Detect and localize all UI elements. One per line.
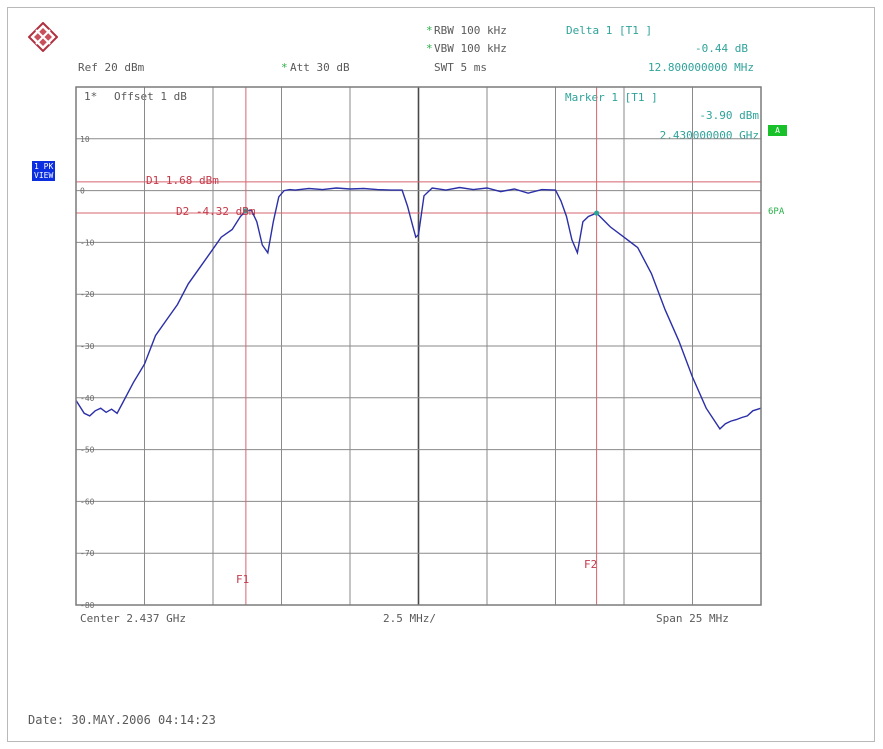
- frequency-per-division: 2.5 MHz/: [383, 612, 436, 625]
- trace-line: [75, 186, 762, 430]
- y-tick-label: -20: [80, 290, 95, 299]
- display-lines: [76, 181, 761, 214]
- frequency-span: Span 25 MHz: [656, 612, 729, 625]
- marker-point-d1: [594, 210, 600, 216]
- rbw-setting: RBW 100 kHz: [434, 24, 507, 37]
- marker-label: Marker 1 [T1 ]: [565, 91, 658, 104]
- delta-marker-frequency: 12.800000000 MHz: [648, 61, 754, 74]
- f1-label: F1: [236, 573, 250, 586]
- a-badge: A: [768, 125, 787, 136]
- delta-marker-level: -0.44 dB: [695, 42, 748, 55]
- y-tick-label: -40: [80, 394, 95, 403]
- marker-level: -3.90 dBm: [699, 109, 759, 122]
- d2-label: D2 -4.32 dBm: [176, 205, 256, 218]
- y-tick-label: 0: [80, 187, 85, 196]
- delta-marker-label: Delta 1 [T1 ]: [566, 24, 653, 37]
- y-tick-label: -50: [80, 446, 95, 455]
- rohde-schwarz-logo-icon: [28, 22, 58, 52]
- trace-mode-label: VIEW: [34, 171, 54, 180]
- plot-border: [75, 86, 762, 606]
- d1-label: D1 1.68 dBm: [146, 174, 219, 187]
- y-tick-label: -30: [80, 342, 95, 351]
- vbw-setting: VBW 100 kHz: [434, 42, 507, 55]
- rbw-star: *: [426, 24, 433, 37]
- attenuation-star: *: [281, 61, 288, 74]
- trace-view-badge[interactable]: 1 PK VIEW: [32, 161, 56, 181]
- attenuation: Att 30 dB: [290, 61, 350, 74]
- y-tick-labels: 100-10-20-30-40-50-60-70-80: [80, 135, 95, 610]
- center-frequency: Center 2.437 GHz: [80, 612, 186, 625]
- side-indicator: 6PA: [768, 207, 785, 217]
- sweep-time: SWT 5 ms: [434, 61, 487, 74]
- capture-date: Date: 30.MAY.2006 04:14:23: [28, 713, 216, 727]
- grid: [76, 87, 761, 605]
- y-tick-label: -10: [80, 238, 95, 247]
- level-offset: Offset 1 dB: [114, 90, 187, 103]
- marker-points: [243, 208, 600, 216]
- vbw-star: *: [426, 42, 433, 55]
- trace-detector-label: 1 PK: [34, 162, 54, 171]
- screenshot-frame: [7, 7, 875, 742]
- marker-point-m1: [243, 208, 249, 214]
- y-tick-label: 10: [80, 135, 90, 144]
- frequency-lines: [245, 87, 598, 605]
- f2-label: F2: [584, 558, 598, 571]
- trace-indicator: 1*: [84, 90, 98, 103]
- y-tick-label: -70: [80, 549, 95, 558]
- y-tick-label: -60: [80, 497, 95, 506]
- reference-level: Ref 20 dBm: [78, 61, 145, 74]
